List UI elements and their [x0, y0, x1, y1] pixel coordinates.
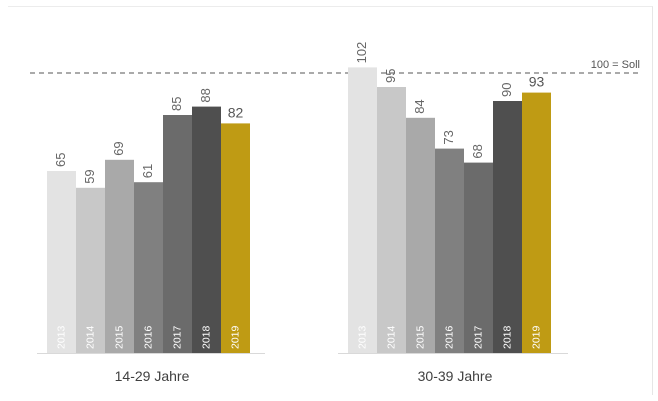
year-label: 2017	[472, 325, 484, 349]
year-label: 2018	[501, 325, 513, 349]
year-label: 2013	[55, 325, 67, 349]
value-label: 59	[82, 169, 97, 183]
value-label: 68	[470, 144, 485, 158]
group-label: 14-29 Jahre	[115, 368, 190, 384]
value-label: 65	[53, 153, 68, 167]
group-label: 30-39 Jahre	[418, 368, 493, 384]
bar	[105, 159, 134, 353]
chart-frame	[8, 6, 653, 395]
year-label: 2015	[414, 325, 426, 349]
value-label: 88	[198, 88, 213, 102]
year-label: 2017	[171, 325, 183, 349]
value-label: 95	[383, 69, 398, 83]
bar	[221, 123, 250, 354]
bar	[348, 67, 377, 354]
year-label: 2019	[229, 325, 241, 349]
value-label: 90	[499, 83, 514, 97]
value-label: 61	[140, 164, 155, 178]
year-label: 2018	[200, 325, 212, 349]
bar	[134, 182, 163, 353]
bar	[493, 101, 522, 353]
value-label: 85	[169, 97, 184, 111]
year-label: 2016	[443, 325, 455, 349]
value-label: 93	[529, 74, 545, 90]
bar	[435, 148, 464, 353]
year-label: 2014	[84, 325, 96, 349]
value-label: 82	[228, 104, 244, 120]
year-label: 2016	[142, 325, 154, 349]
value-label: 102	[354, 42, 369, 64]
year-label: 2019	[530, 325, 542, 349]
bar	[76, 187, 105, 353]
year-label: 2015	[113, 325, 125, 349]
year-label: 2014	[385, 325, 397, 349]
bar	[377, 87, 406, 353]
value-label: 73	[441, 130, 456, 144]
bar	[406, 117, 435, 353]
bar	[163, 115, 192, 353]
bar	[522, 92, 551, 353]
bar	[47, 171, 76, 353]
year-label: 2013	[356, 325, 368, 349]
bar	[464, 162, 493, 353]
reference-line-label: 100 = Soll	[591, 59, 640, 71]
value-label: 69	[111, 141, 126, 155]
value-label: 84	[412, 99, 427, 113]
bar	[192, 106, 221, 353]
